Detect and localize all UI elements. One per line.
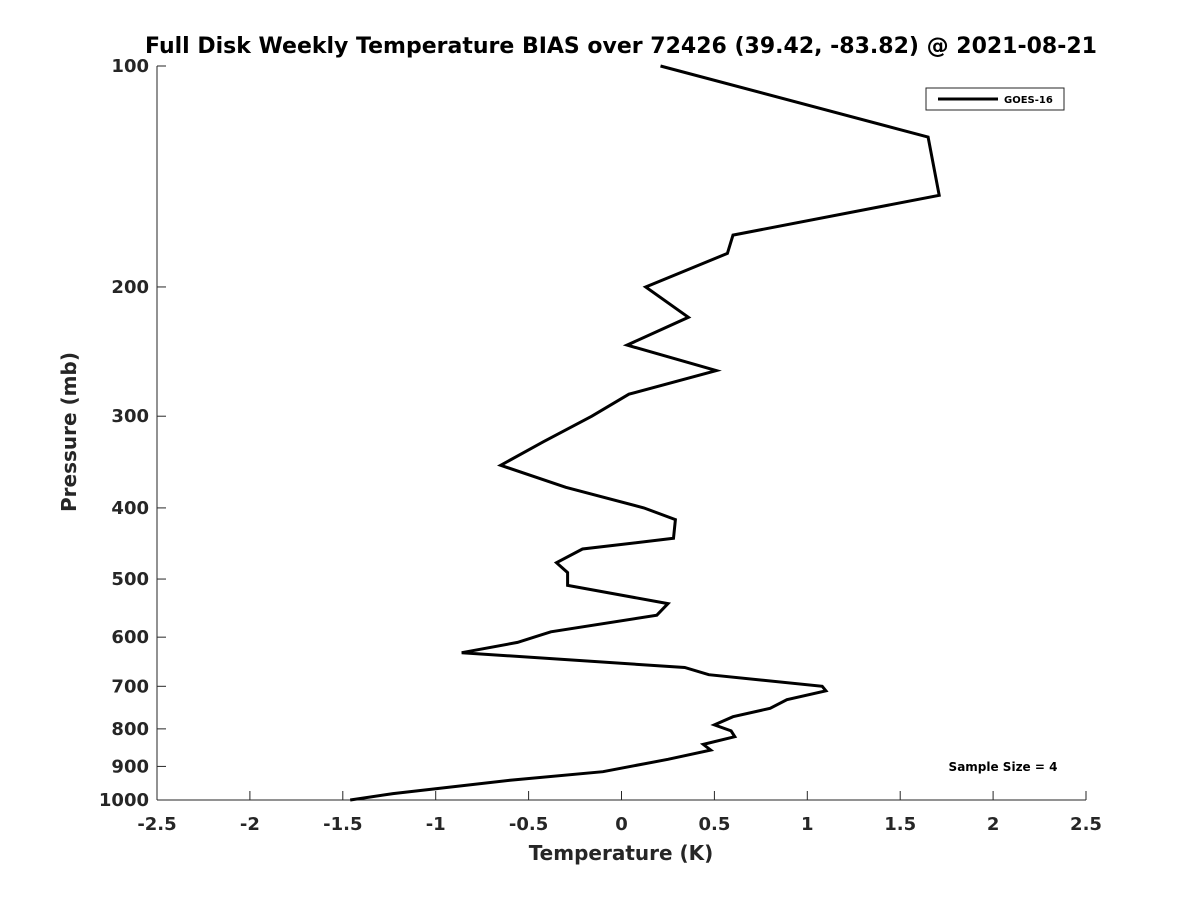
x-tick-label: -1 [426,814,446,835]
series-layer [349,64,941,802]
y-tick-label: 1000 [99,790,149,811]
x-ticks: -2.5 -2 -1.5 -1 -0.5 0 0.5 1 1.5 2 2.5 [137,791,1102,835]
x-tick-label: -0.5 [509,814,548,835]
x-tick-label: -2.5 [137,814,176,835]
axes: -2.5 -2 -1.5 -1 -0.5 0 0.5 1 1.5 2 2.5 100 200 300 40… [99,56,1102,835]
x-axis-label: Temperature (K) [529,841,714,865]
plot-background [157,66,1086,800]
y-tick-label: 700 [111,676,149,697]
y-tick-label: 400 [111,498,149,519]
chart-title: Full Disk Weekly Temperature BIAS over 7… [145,34,1097,59]
x-tick-label: -1.5 [323,814,362,835]
x-tick-label: 0 [615,814,628,835]
y-tick-label: 500 [111,569,149,590]
x-tick-label: -2 [240,814,260,835]
x-tick-label: 1.5 [884,814,916,835]
x-tick-label: 0.5 [698,814,730,835]
y-tick-label: 600 [111,627,149,648]
y-tick-label: 200 [111,277,149,298]
x-tick-label: 2.5 [1070,814,1102,835]
y-axis-label: Pressure (mb) [57,352,81,512]
x-tick-label: 2 [987,814,1000,835]
plot-area [157,66,1086,800]
y-ticks: 100 200 300 400 500 600 700 800 900 1000 [99,56,166,811]
legend-label-goes-16: GOES-16 [1004,95,1053,106]
y-tick-label: 900 [111,756,149,777]
sample-size-annotation: Sample Size = 4 [949,760,1058,774]
y-tick-label: 100 [111,56,149,77]
legend: GOES-16 [925,87,1065,111]
x-tick-label: 1 [801,814,814,835]
series-line-goes-16 [349,64,941,802]
y-tick-label: 800 [111,719,149,740]
y-tick-label: 300 [111,406,149,427]
